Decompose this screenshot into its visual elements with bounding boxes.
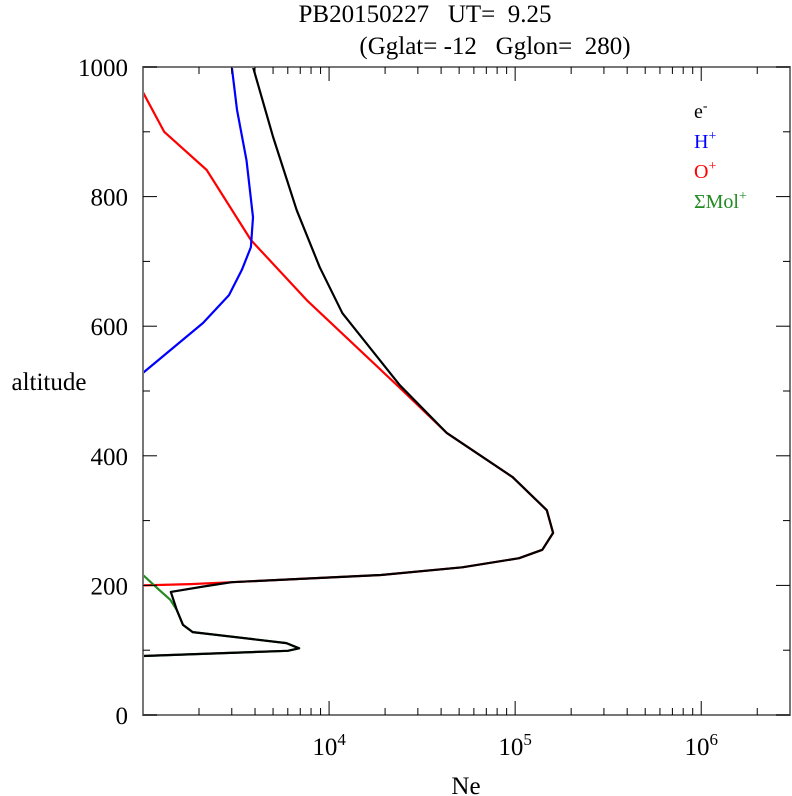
x-axis-label: Ne	[451, 773, 480, 796]
x-tick-label-base: 10	[684, 734, 709, 761]
x-tick-label: 104	[312, 730, 346, 761]
legend-superscript: +	[708, 129, 716, 144]
legend-entry: e-	[694, 99, 708, 123]
legend-label: H	[694, 131, 708, 153]
legend-superscript: -	[703, 99, 708, 114]
chart-title: PB20150227 UT= 9.25	[298, 1, 551, 28]
legend-label: ΣMol	[694, 191, 739, 213]
chart-subtitle: (Gglat= -12 Gglon= 280)	[359, 33, 630, 60]
y-tick-label: 400	[91, 444, 129, 471]
legend-label: e	[694, 101, 703, 123]
x-tick-label-exponent: 5	[523, 730, 532, 749]
series-line-e	[142, 66, 555, 658]
legend-superscript: +	[708, 159, 716, 174]
series-line-o	[142, 91, 555, 587]
y-tick-label: 600	[91, 314, 129, 341]
y-tick-label: 1000	[78, 55, 128, 82]
legend-entry: O+	[694, 159, 716, 183]
x-tick-label: 105	[498, 730, 532, 761]
y-tick-label: 800	[91, 185, 129, 212]
y-tick-label: 0	[116, 703, 129, 730]
y-axis-label: altitude	[12, 369, 87, 396]
legend-entry: ΣMol+	[694, 189, 747, 213]
legend-label: O	[694, 161, 708, 183]
series-line-h	[142, 66, 255, 374]
series-line-mol	[142, 574, 301, 658]
y-tick-label: 200	[91, 573, 129, 600]
x-tick-label: 106	[684, 730, 718, 761]
plot-frame	[142, 66, 791, 716]
x-tick-label-base: 10	[312, 734, 337, 761]
legend-superscript: +	[739, 189, 747, 204]
legend-entry: H+	[694, 129, 716, 153]
x-tick-label-exponent: 6	[709, 730, 718, 749]
x-tick-label-base: 10	[498, 734, 523, 761]
x-tick-label-exponent: 4	[337, 730, 346, 749]
